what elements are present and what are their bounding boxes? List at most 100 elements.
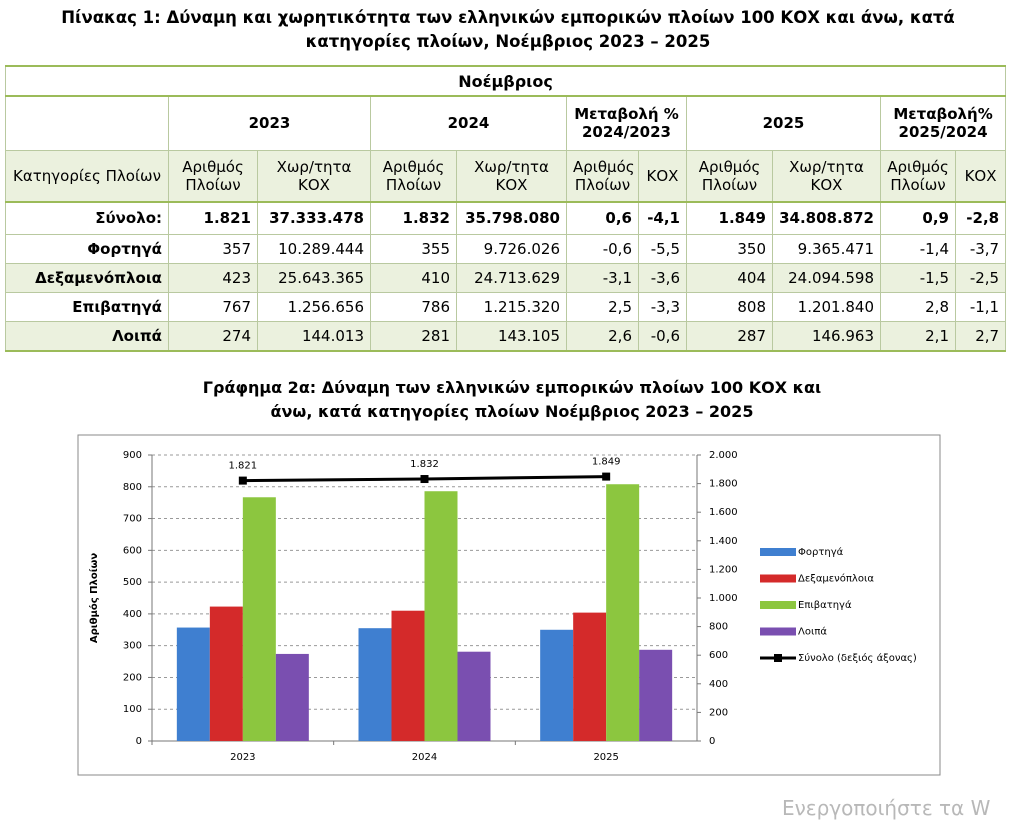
y-tick-label: 300 (123, 641, 142, 652)
row-header: Επιβατηγά (5, 291, 169, 322)
table-title: Πίνακας 1: Δύναμη και χωρητικότητα των ε… (61, 8, 955, 51)
chart-frame (77, 434, 941, 776)
table-cell: -3,3 (638, 291, 687, 322)
y2-tick-label: 800 (709, 622, 728, 633)
y2-tick-label: 1.600 (709, 507, 738, 518)
group-header: 2024 (370, 95, 567, 151)
table-row: 2023 2024 Μεταβολή % 2024/2023 2025 Μεταβολή… (5, 95, 1007, 151)
y2-tick-label: 1.000 (709, 593, 738, 604)
table-cell: 2,1 (880, 320, 956, 352)
table-cell: 0,9 (880, 201, 956, 235)
y-tick-label: 700 (123, 514, 142, 525)
table-cell: 9.726.026 (456, 233, 567, 264)
line-marker (238, 476, 247, 485)
sub-header: Αριθμός Πλοίων (686, 149, 773, 203)
table-row: Δεξαμενόπλοια 423 25.643.365 410 24.713.629-… (5, 262, 1007, 293)
table-cell: 767 (168, 291, 258, 322)
legend-marker (774, 654, 782, 662)
table-cell: -1,4 (880, 233, 956, 264)
row-header: Λοιπά (5, 320, 169, 352)
sub-header: Χωρ/τητα ΚΟΧ (772, 149, 881, 203)
y-axis-label: Αριθμός Πλοίων (88, 553, 100, 643)
table-cell: -1,1 (954, 291, 1007, 322)
table-cell: 410 (370, 262, 457, 293)
y2-tick-label: 1.400 (709, 536, 738, 547)
legend-label: Σύνολο (δεξιός άξονας) (798, 652, 917, 664)
table-cell: 1.201.840 (772, 291, 881, 322)
y2-tick-label: 200 (709, 707, 728, 718)
table-cell: 2,7 (954, 320, 1007, 352)
table-cell: 281 (370, 320, 457, 352)
table-cell: 37.333.478 (257, 201, 371, 235)
group-header: 2023 (168, 95, 371, 151)
chart-title: Γράφημα 2α: Δύναμη των ελληνικών εμπορικ… (202, 378, 822, 421)
table-cell: -4,1 (638, 201, 687, 235)
table-cell: 404 (686, 262, 773, 293)
table-cell: 2,6 (566, 320, 639, 352)
table-cell: 1.849 (686, 201, 773, 235)
y-tick-label: 900 (123, 450, 142, 461)
bar (275, 653, 309, 741)
bar (639, 649, 673, 741)
table-cell: -2,8 (954, 201, 1007, 235)
y-tick-label: 400 (123, 609, 142, 620)
table-row: Νοέμβριος (4, 65, 1007, 97)
month-header: Νοέμβριος (4, 65, 1007, 97)
row-header: Σύνολο: (5, 201, 169, 235)
group-header: Μεταβολή% 2025/2024 (879, 95, 1007, 151)
table-cell: 808 (686, 291, 773, 322)
table-cell: 287 (686, 320, 773, 352)
sub-header: Χωρ/τητα ΚΟΧ (456, 149, 567, 203)
y-tick-label: 0 (136, 736, 142, 747)
sub-header: Κατηγορίες Πλοίων (5, 149, 169, 203)
table-cell: 10.289.444 (257, 233, 371, 264)
table-cell: 146.963 (772, 320, 881, 352)
empty-cell (5, 95, 169, 151)
bar (573, 612, 607, 741)
bar (540, 629, 574, 741)
table-cell: 25.643.365 (257, 262, 371, 293)
bar (242, 497, 276, 741)
table-cell: -1,5 (880, 262, 956, 293)
table-cell: -5,5 (638, 233, 687, 264)
bar (358, 628, 392, 741)
table-cell: 2,8 (880, 291, 956, 322)
table-cell: -0,6 (566, 233, 639, 264)
y2-tick-label: 1.200 (709, 564, 738, 575)
bar (176, 627, 210, 741)
table-row: Λοιπά 274 144.013 281 143.105 2,6 -0,6 287 146.9… (5, 320, 1007, 352)
table-cell: 1.832 (370, 201, 457, 235)
bar (391, 610, 425, 741)
table-cell: 274 (168, 320, 258, 352)
y-tick-label: 200 (123, 672, 142, 683)
table-cell: 35.798.080 (456, 201, 567, 235)
y-tick-label: 500 (123, 577, 142, 588)
legend-label: Επιβατηγά (798, 599, 852, 611)
line-marker (420, 475, 429, 484)
data-table: Νοέμβριος 2023 2024 Μεταβολή % 2024/2023 202… (4, 65, 1007, 352)
y-tick-label: 100 (123, 704, 142, 715)
sub-header: Αριθμός Πλοίων (168, 149, 258, 203)
table-row: Φορτηγά 357 10.289.444 355 9.726.026 -0,6 -5,5… (5, 233, 1007, 264)
data-label: 1.832 (410, 459, 439, 470)
row-header: Δεξαμενόπλοια (5, 262, 169, 293)
table-row: Επιβατηγά 767 1.256.656 786 1.215.320 2,5 -3,3… (5, 291, 1007, 322)
x-tick-label: 2024 (412, 752, 437, 763)
sub-header: ΚΟΧ (954, 149, 1007, 203)
table-cell: 1.821 (168, 201, 258, 235)
bar (457, 651, 491, 741)
y-tick-label: 600 (123, 545, 142, 556)
line-marker (602, 472, 611, 481)
legend-label: Λοιπά (798, 626, 827, 638)
table-row: Κατηγορίες Πλοίων Αριθμός Πλοίων Χωρ/τητα … (5, 149, 1007, 203)
table-cell: 2,5 (566, 291, 639, 322)
y2-tick-label: 1.800 (709, 479, 738, 490)
table-cell: 9.365.471 (772, 233, 881, 264)
table-cell: -3,6 (638, 262, 687, 293)
table-cell: 423 (168, 262, 258, 293)
table-cell: -3,7 (954, 233, 1007, 264)
sub-header: Αριθμός Πλοίων (880, 149, 956, 203)
legend-label: Δεξαμενόπλοια (798, 573, 874, 585)
table-cell: 144.013 (257, 320, 371, 352)
